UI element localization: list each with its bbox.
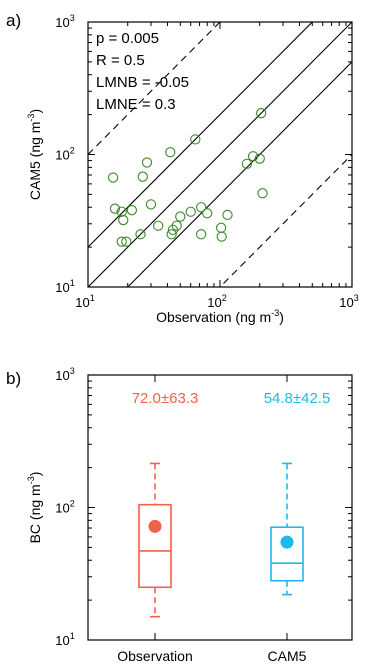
scatter-points bbox=[107, 108, 268, 247]
scatter-point bbox=[222, 209, 233, 221]
scatter-point bbox=[165, 147, 176, 158]
x-tick-label: 103 bbox=[339, 293, 358, 310]
y-axis-label-exp: -3 bbox=[26, 114, 36, 122]
stat-text: p = 0.005 bbox=[96, 30, 159, 47]
scatter-point bbox=[257, 188, 268, 199]
y-tick-label-base: 10 bbox=[55, 368, 69, 383]
x-tick-label-base: 10 bbox=[75, 295, 89, 310]
category-label: CAM5 bbox=[268, 648, 307, 664]
x-tick-label-base: 10 bbox=[207, 295, 221, 310]
scatter-point bbox=[116, 206, 127, 217]
scatter-point bbox=[216, 231, 227, 242]
x-axis-label-exp: -3 bbox=[271, 308, 279, 318]
reference-line-2 bbox=[126, 61, 352, 287]
scatter-point bbox=[166, 229, 177, 240]
x-tick-label-exp: 2 bbox=[222, 293, 227, 303]
panel-a-ticks bbox=[87, 21, 353, 288]
stat-text: LMNB = -0.05 bbox=[96, 74, 189, 91]
y-axis-label-end: ) bbox=[27, 109, 43, 114]
scatter-point bbox=[171, 220, 182, 231]
y-tick-label-exp: 1 bbox=[70, 631, 75, 641]
x-tick-label-exp: 1 bbox=[90, 293, 95, 303]
y-axis-label-main: BC (ng m bbox=[27, 484, 43, 543]
scatter-point bbox=[107, 172, 119, 183]
scatter-point bbox=[202, 208, 213, 219]
box-observation bbox=[138, 462, 172, 618]
x-axis-label-end: ) bbox=[279, 309, 284, 325]
y-axis-label: CAM5 (ng m-3) bbox=[26, 109, 43, 200]
scatter-point bbox=[185, 206, 196, 217]
x-axis-label-main: Observation (ng m bbox=[156, 309, 271, 325]
scatter-point bbox=[254, 153, 265, 164]
category-label: Observation bbox=[117, 648, 192, 664]
box-cam5 bbox=[270, 462, 304, 596]
scatter-point bbox=[126, 205, 138, 216]
y-tick-label-base: 10 bbox=[55, 633, 69, 648]
box-iqr bbox=[138, 503, 172, 589]
scatter-point bbox=[135, 229, 146, 240]
y-tick-label-exp: 1 bbox=[70, 278, 75, 288]
stat-text: LMNE = 0.3 bbox=[96, 96, 176, 113]
y-tick-label: 102 bbox=[55, 146, 74, 163]
x-axis-label: Observation (ng m-3) bbox=[156, 308, 284, 325]
y-tick-label: 101 bbox=[55, 631, 74, 648]
y-tick-label: 103 bbox=[55, 13, 74, 30]
scatter-point bbox=[145, 199, 157, 210]
scatter-point bbox=[241, 158, 253, 170]
panel-label: a) bbox=[6, 11, 21, 30]
stat-text: R = 0.5 bbox=[96, 52, 145, 69]
reference-line-3 bbox=[88, 22, 221, 155]
y-tick-label: 101 bbox=[55, 278, 74, 295]
y-tick-label: 103 bbox=[55, 366, 74, 383]
scatter-point bbox=[121, 236, 132, 247]
mean-marker bbox=[148, 519, 162, 533]
scatter-point bbox=[196, 229, 207, 240]
panel-b-boxplot: 72.0±63.3Observation54.8±42.5CAM51011021… bbox=[6, 366, 353, 664]
panel-b-frame bbox=[87, 374, 353, 641]
scatter-point bbox=[118, 214, 129, 226]
panel-label: b) bbox=[6, 369, 21, 388]
scatter-point bbox=[175, 211, 186, 222]
y-tick-label-exp: 2 bbox=[70, 146, 75, 156]
scatter-point bbox=[215, 222, 227, 233]
y-tick-label-exp: 3 bbox=[70, 366, 75, 376]
y-axis-label-exp: -3 bbox=[26, 476, 36, 484]
y-axis-label-main: CAM5 (ng m bbox=[27, 122, 43, 201]
scatter-point bbox=[190, 134, 201, 145]
y-axis-label: BC (ng m-3) bbox=[26, 472, 43, 544]
summary-text: 54.8±42.5 bbox=[264, 390, 331, 407]
y-tick-label-exp: 3 bbox=[70, 13, 75, 23]
y-tick-label-base: 10 bbox=[55, 15, 69, 30]
y-tick-label-exp: 2 bbox=[70, 499, 75, 509]
scatter-point bbox=[153, 220, 164, 231]
box-iqr bbox=[270, 526, 304, 582]
y-tick-label-base: 10 bbox=[55, 501, 69, 516]
scatter-point bbox=[109, 203, 121, 214]
y-tick-label-base: 10 bbox=[55, 148, 69, 163]
reference-line-0 bbox=[88, 22, 352, 287]
y-tick-label: 102 bbox=[55, 499, 74, 516]
scatter-point bbox=[196, 202, 207, 213]
mean-marker bbox=[280, 535, 294, 549]
summary-text: 72.0±63.3 bbox=[132, 390, 199, 407]
x-tick-label: 101 bbox=[75, 293, 94, 310]
x-tick-label-exp: 3 bbox=[354, 293, 359, 303]
x-tick-label-base: 10 bbox=[339, 295, 353, 310]
scatter-point bbox=[116, 236, 127, 247]
scatter-point bbox=[141, 157, 153, 168]
reference-lines bbox=[88, 22, 352, 287]
reference-line-1 bbox=[88, 22, 314, 248]
panel-b-ticks bbox=[88, 374, 352, 641]
scatter-point bbox=[256, 108, 267, 119]
scatter-point bbox=[137, 171, 148, 182]
scatter-point bbox=[247, 151, 259, 162]
y-tick-label-base: 10 bbox=[55, 280, 69, 295]
y-axis-label-end: ) bbox=[27, 472, 43, 477]
x-tick-label: 102 bbox=[207, 293, 226, 310]
